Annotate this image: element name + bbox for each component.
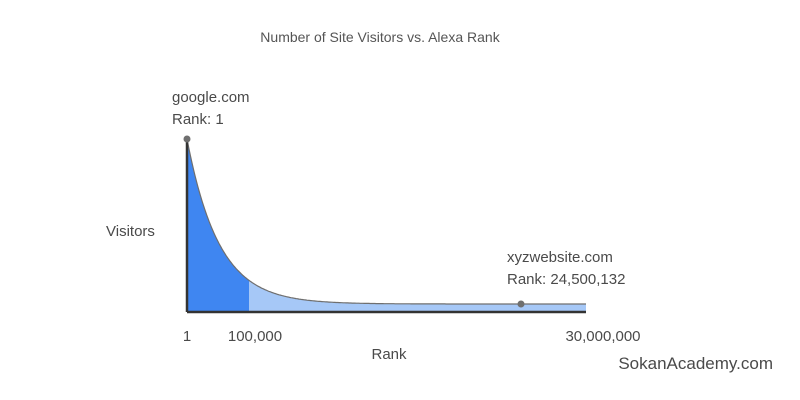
annotation-google-rank: Rank: 1	[172, 111, 224, 128]
annotation-xyz-site: xyzwebsite.com	[507, 249, 613, 266]
chart-title: Number of Site Visitors vs. Alexa Rank	[260, 29, 500, 45]
x-tick-100000: 100,000	[228, 328, 282, 345]
annotation-xyz-rank: Rank: 24,500,132	[507, 271, 625, 288]
x-axis-label: Rank	[371, 346, 407, 363]
marker-xyzwebsite	[517, 300, 525, 308]
y-axis-label: Visitors	[106, 223, 155, 240]
highlight-area	[187, 139, 249, 312]
annotation-google-site: google.com	[172, 89, 250, 106]
watermark: SokanAcademy.com	[618, 354, 773, 373]
marker-google	[183, 135, 191, 143]
x-tick-30000000: 30,000,000	[565, 328, 640, 345]
x-tick-1: 1	[183, 328, 191, 345]
